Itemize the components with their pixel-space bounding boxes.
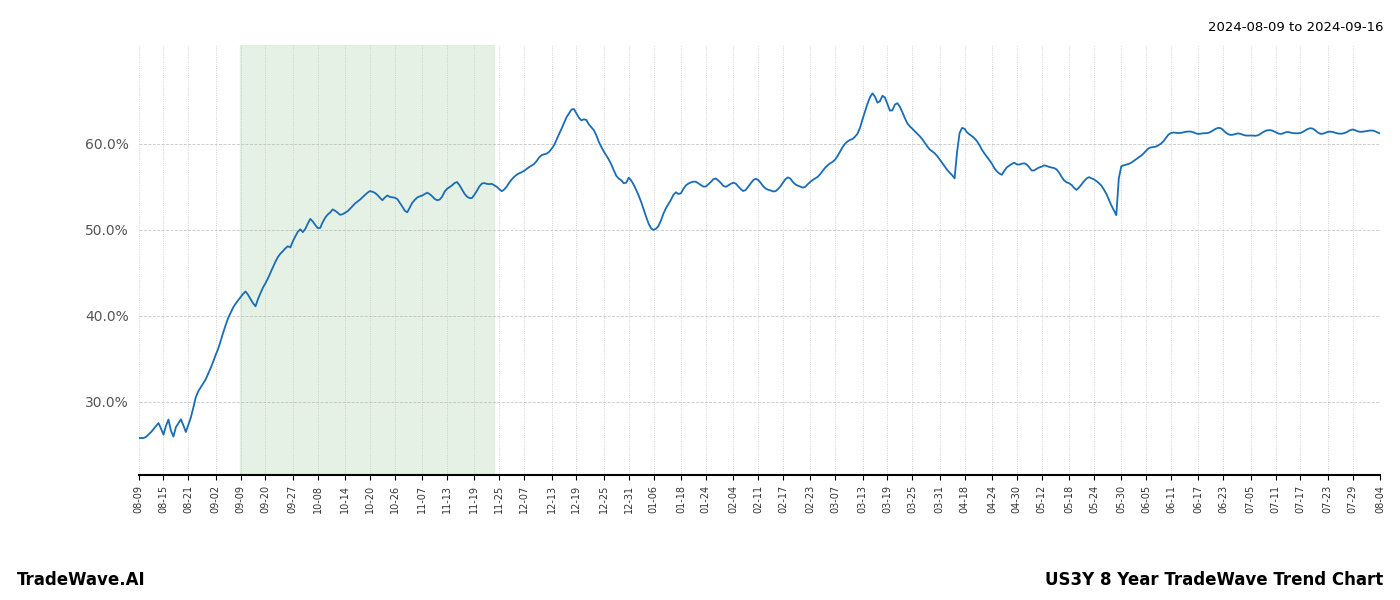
Text: US3Y 8 Year TradeWave Trend Chart: US3Y 8 Year TradeWave Trend Chart: [1044, 571, 1383, 589]
Bar: [241, 45, 494, 475]
Text: 2024-08-09 to 2024-09-16: 2024-08-09 to 2024-09-16: [1208, 21, 1383, 34]
Text: TradeWave.AI: TradeWave.AI: [17, 571, 146, 589]
